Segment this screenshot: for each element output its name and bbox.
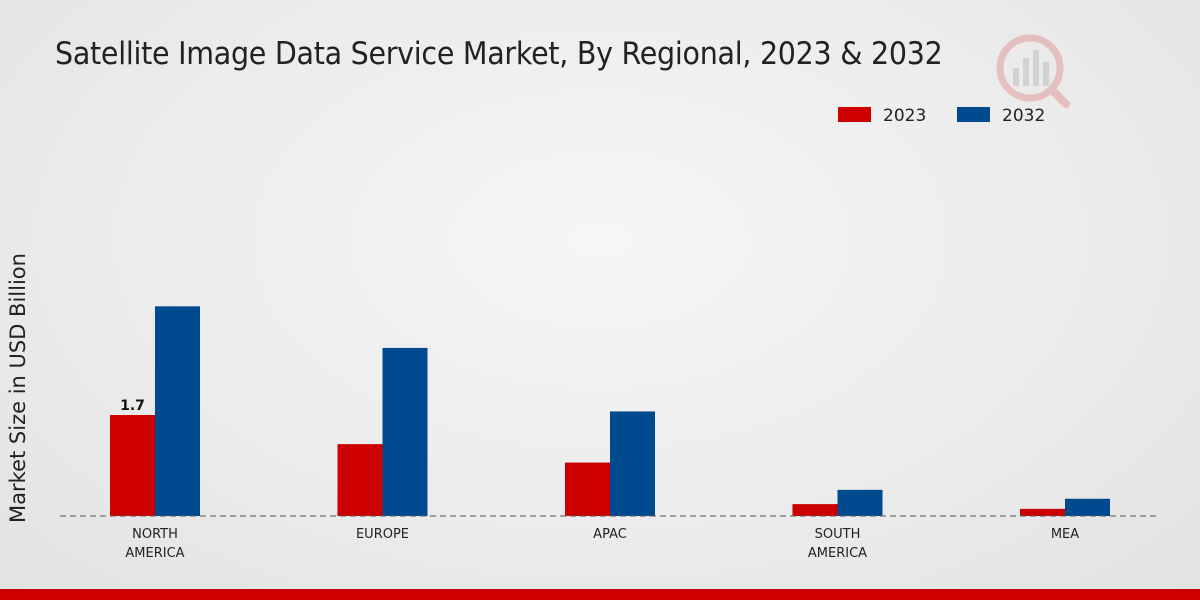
x-tick-label-europe: EUROPE <box>356 527 409 542</box>
legend-swatch-2032 <box>957 107 990 122</box>
bottom-accent-bar <box>0 589 1200 600</box>
x-tick-label-mea: MEA <box>1051 527 1079 542</box>
y-axis-label: Market Size in USD Billion <box>6 253 30 523</box>
x-axis-ticks: NORTH AMERICA EUROPE APAC SOUTH AMERICA MEA <box>125 527 1079 561</box>
bar-apac-2032 <box>610 411 655 516</box>
bar-apac-2023 <box>565 462 610 516</box>
legend-label-2032: 2032 <box>1002 106 1045 126</box>
x-tick-label-north-america: NORTH AMERICA <box>125 527 184 561</box>
bar-europe-2023 <box>337 444 383 516</box>
chart-title: Satellite Image Data Service Market, By … <box>55 36 943 72</box>
bar-north-america-2032 <box>155 306 200 516</box>
bars <box>110 306 1110 516</box>
legend: 2023 2032 <box>838 106 1045 126</box>
data-labels: 1.7 <box>120 398 145 414</box>
bar-mea-2032 <box>1065 498 1110 516</box>
data-label-north-america-2023: 1.7 <box>120 398 145 414</box>
x-tick-label-south-america: SOUTH AMERICA <box>808 527 867 561</box>
x-tick-label-apac: APAC <box>593 527 627 542</box>
legend-label-2023: 2023 <box>883 106 926 126</box>
bar-mea-2023 <box>1020 508 1065 516</box>
bar-south-america-2032 <box>837 489 883 516</box>
bar-europe-2032 <box>382 347 428 516</box>
legend-swatch-2023 <box>838 107 871 122</box>
bar-north-america-2023 <box>110 415 155 516</box>
watermark-logo-icon <box>996 34 1070 108</box>
bar-south-america-2023 <box>792 504 838 516</box>
